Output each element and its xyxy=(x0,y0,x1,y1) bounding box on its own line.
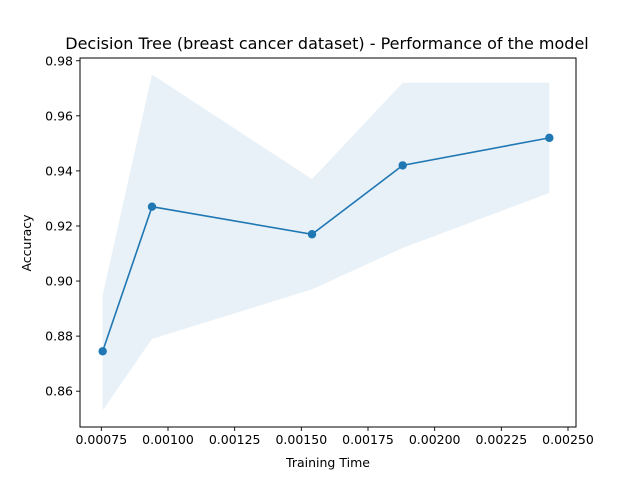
y-tick-label: 0.92 xyxy=(45,218,73,233)
x-tick-label: 0.00200 xyxy=(409,432,461,447)
x-tick-label: 0.00075 xyxy=(75,432,127,447)
x-axis-label: Training Time xyxy=(285,455,370,470)
y-tick-label: 0.88 xyxy=(45,329,73,344)
x-tick-label: 0.00100 xyxy=(142,432,194,447)
y-axis-label: Accuracy xyxy=(19,214,34,272)
chart-title: Decision Tree (breast cancer dataset) - … xyxy=(65,34,588,53)
data-point xyxy=(147,202,157,211)
data-point xyxy=(545,133,554,143)
data-point xyxy=(307,230,317,239)
x-tick-label: 0.00125 xyxy=(209,432,261,447)
plot-frame xyxy=(79,57,577,428)
data-point xyxy=(398,161,407,170)
x-tick-label: 0.00150 xyxy=(275,432,327,447)
y-tick-label: 0.90 xyxy=(45,274,73,289)
x-tick-label: 0.00225 xyxy=(475,432,527,447)
x-tick-label: 0.00175 xyxy=(342,432,394,447)
y-tick-label: 0.98 xyxy=(45,53,73,68)
series-0-band xyxy=(102,74,550,411)
y-tick-label: 0.96 xyxy=(45,108,73,123)
data-point xyxy=(98,347,107,356)
y-tick-label: 0.86 xyxy=(45,384,73,399)
x-tick-label: 0.00250 xyxy=(542,432,594,447)
y-tick-label: 0.94 xyxy=(45,163,73,178)
